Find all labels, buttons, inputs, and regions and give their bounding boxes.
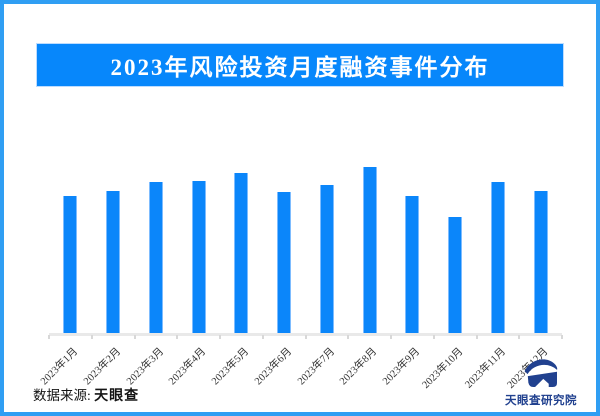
x-axis-label: 2023年3月 — [124, 346, 166, 388]
bar-2023年8月 — [362, 167, 377, 333]
x-axis-tick — [390, 335, 392, 339]
x-axis-tick — [48, 335, 50, 339]
x-axis-label: 2023年8月 — [338, 346, 380, 388]
x-axis-label: 2023年2月 — [81, 346, 124, 388]
data-source-value: 天眼查 — [94, 389, 140, 404]
x-axis-label: 2023年1月 — [39, 346, 81, 388]
plot-area — [49, 160, 562, 333]
x-axis-tick — [133, 335, 136, 339]
bar-2023年4月 — [191, 181, 206, 333]
x-axis-tick — [219, 335, 221, 339]
x-axis-tick — [176, 335, 179, 339]
x-axis-tick — [475, 335, 478, 339]
bar-2023年5月 — [234, 173, 249, 333]
bar-2023年2月 — [106, 191, 121, 333]
bar-2023年1月 — [63, 196, 78, 333]
x-axis-tick — [518, 335, 521, 339]
tianyancha-logo-icon — [521, 356, 561, 390]
bar-2023年7月 — [319, 185, 334, 333]
bar-2023年12月 — [533, 191, 548, 333]
x-axis-label: 2023年5月 — [210, 346, 252, 388]
bar-2023年10月 — [448, 217, 463, 333]
x-axis-tick — [561, 335, 563, 339]
x-axis-tick — [90, 335, 93, 339]
x-axis-tick — [347, 335, 350, 339]
bar-2023年3月 — [148, 182, 163, 333]
data-source-label: 数据来源: — [33, 388, 91, 403]
page-title: 2023年风险投资月度融资事件分布 — [110, 55, 490, 80]
brand-block: 天眼查研究院 — [498, 356, 584, 408]
bar-2023年11月 — [490, 182, 505, 333]
x-axis-label: 2023年7月 — [295, 346, 337, 388]
x-axis-label: 2023年9月 — [381, 346, 423, 388]
x-axis-label: 2023年6月 — [252, 346, 295, 388]
x-axis-label: 2023年10月 — [420, 346, 466, 392]
x-axis-tick — [304, 335, 307, 339]
brand-caption: 天眼查研究院 — [505, 395, 577, 407]
bar-2023年6月 — [277, 192, 292, 333]
title-banner: 2023年风险投资月度融资事件分布 — [36, 43, 564, 87]
bar-2023年9月 — [405, 196, 420, 333]
x-axis-tick — [261, 335, 264, 339]
x-axis-line — [49, 333, 562, 336]
x-axis-label: 2023年4月 — [167, 346, 209, 388]
x-axis-tick — [432, 335, 435, 339]
data-source: 数据来源: 天眼查 — [33, 384, 139, 405]
